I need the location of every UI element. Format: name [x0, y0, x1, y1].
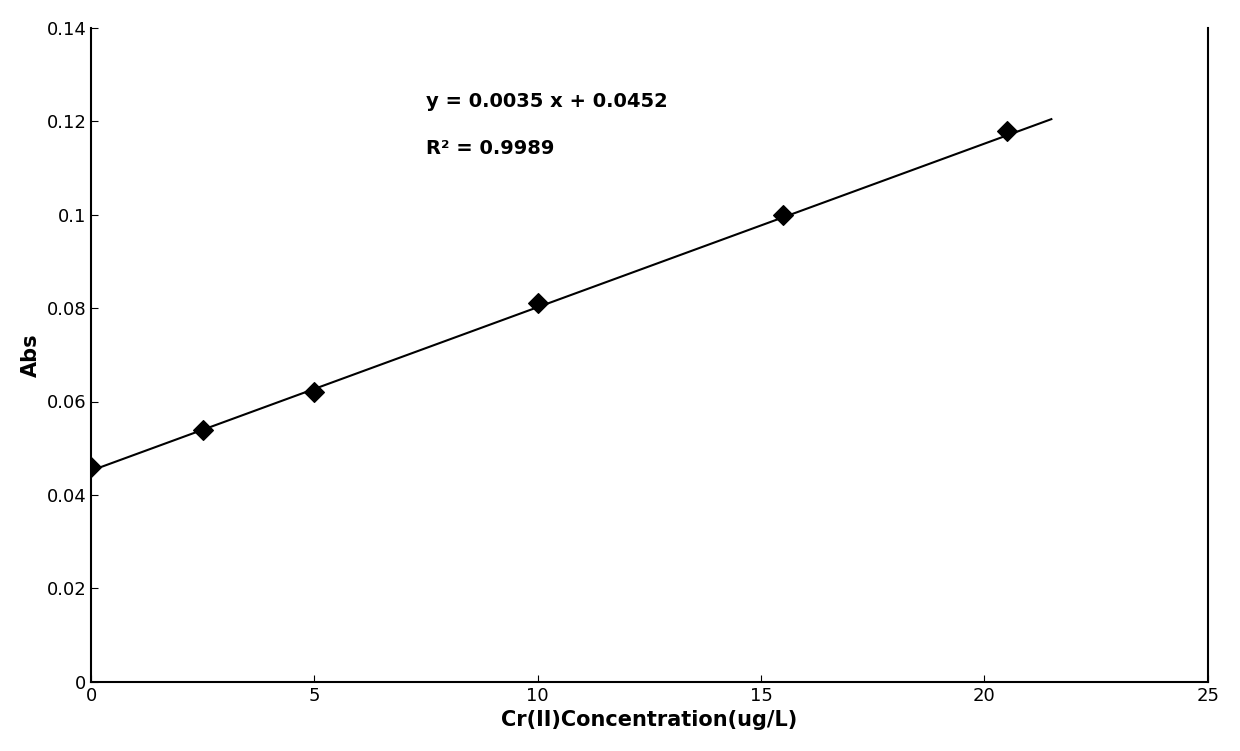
- Point: [774, 209, 794, 221]
- Point: [81, 461, 100, 473]
- Point: [528, 297, 548, 309]
- Point: [997, 125, 1017, 137]
- X-axis label: Cr(II)Concentration(ug/L): Cr(II)Concentration(ug/L): [501, 710, 797, 730]
- Y-axis label: Abs: Abs: [21, 333, 41, 376]
- Text: y = 0.0035 x + 0.0452: y = 0.0035 x + 0.0452: [427, 92, 668, 111]
- Point: [193, 424, 213, 436]
- Text: R² = 0.9989: R² = 0.9989: [427, 139, 554, 158]
- Point: [305, 386, 325, 398]
